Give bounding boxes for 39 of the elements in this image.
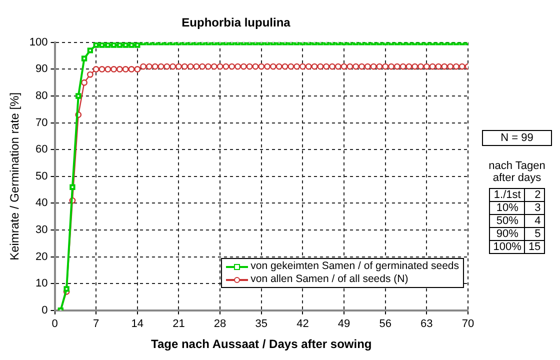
chart-title: Euphorbia lupulina [182, 16, 291, 30]
y-tick-label: 80 [36, 90, 48, 102]
text: 10% [490, 202, 525, 214]
y-tick-label: 90 [36, 63, 48, 76]
text: nach Tagen after days [488, 160, 546, 184]
text: 5 [524, 228, 544, 240]
text: 2 [524, 188, 544, 202]
x-tick-label: 56 [379, 318, 392, 330]
text: 15 [524, 240, 544, 254]
text: 1./1st [490, 188, 525, 202]
text: 50% [490, 214, 525, 228]
y-tick-label: 50 [36, 170, 48, 182]
y-tick-label: 70 [36, 116, 48, 129]
x-tick-label: 35 [255, 318, 268, 330]
x-tick-label: 0 [52, 318, 58, 330]
x-axis-title: Tage nach Aussaat / Days after sowing [151, 337, 372, 352]
legend-label: von allen Samen / of all seeds (N) [250, 273, 408, 286]
y-axis-title: Keimrate / Germination rate [%] [8, 92, 22, 260]
x-tick-label: 49 [338, 318, 350, 330]
x-tick-label: 63 [420, 318, 433, 330]
text: 3 [524, 202, 544, 214]
x-tick-label: 14 [131, 318, 144, 330]
x-tick-label: 42 [296, 318, 309, 330]
y-tick-label: 20 [36, 250, 48, 263]
y-tick-label: 100 [29, 36, 48, 48]
y-tick-label: 40 [36, 197, 48, 210]
y-tick-label: 30 [36, 224, 48, 236]
y-tick-label: 10 [36, 278, 48, 290]
x-tick-label: 7 [93, 318, 100, 330]
x-tick-label: 70 [462, 318, 474, 330]
text: N = 99 [482, 130, 552, 146]
y-tick-label: 0 [42, 304, 48, 316]
text: 100% [490, 240, 525, 254]
text: 90% [490, 228, 525, 240]
text: 4 [524, 214, 544, 228]
y-tick-label: 60 [36, 144, 48, 156]
legend-label: von gekeimten Samen / of germinated seeds [250, 260, 459, 274]
x-tick-label: 21 [172, 318, 185, 330]
x-tick-label: 28 [214, 318, 226, 330]
